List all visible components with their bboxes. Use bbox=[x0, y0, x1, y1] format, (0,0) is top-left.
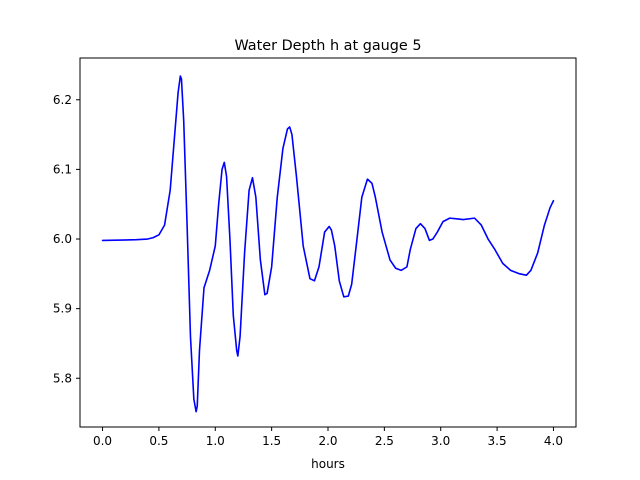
y-tick-label: 5.9 bbox=[53, 302, 72, 316]
y-tick-label: 6.1 bbox=[53, 162, 72, 176]
plot-area bbox=[101, 75, 555, 413]
x-tick-label: 1.5 bbox=[262, 434, 281, 448]
x-tick-label: 0.0 bbox=[93, 434, 112, 448]
x-tick-label: 0.5 bbox=[149, 434, 168, 448]
x-tick-label: 3.0 bbox=[431, 434, 450, 448]
y-tick-label: 6.2 bbox=[53, 93, 72, 107]
x-tick-label: 1.0 bbox=[206, 434, 225, 448]
y-tick-label: 5.8 bbox=[53, 371, 72, 385]
series-line-0 bbox=[101, 75, 555, 413]
x-tick-label: 2.0 bbox=[318, 434, 337, 448]
axes: 0.0 0.5 1.0 1.5 2.0 2.5 3.0 3.5 4.0 5.8 5.9 6.0 6.1 6… bbox=[53, 57, 577, 448]
x-tick-label: 2.5 bbox=[375, 434, 394, 448]
x-tick-label: 3.5 bbox=[488, 434, 507, 448]
y-tick-label: 6.0 bbox=[53, 232, 72, 246]
x-axis-label: hours bbox=[311, 457, 345, 471]
chart-title: Water Depth h at gauge 5 bbox=[234, 38, 421, 54]
x-tick-label: 4.0 bbox=[544, 434, 563, 448]
